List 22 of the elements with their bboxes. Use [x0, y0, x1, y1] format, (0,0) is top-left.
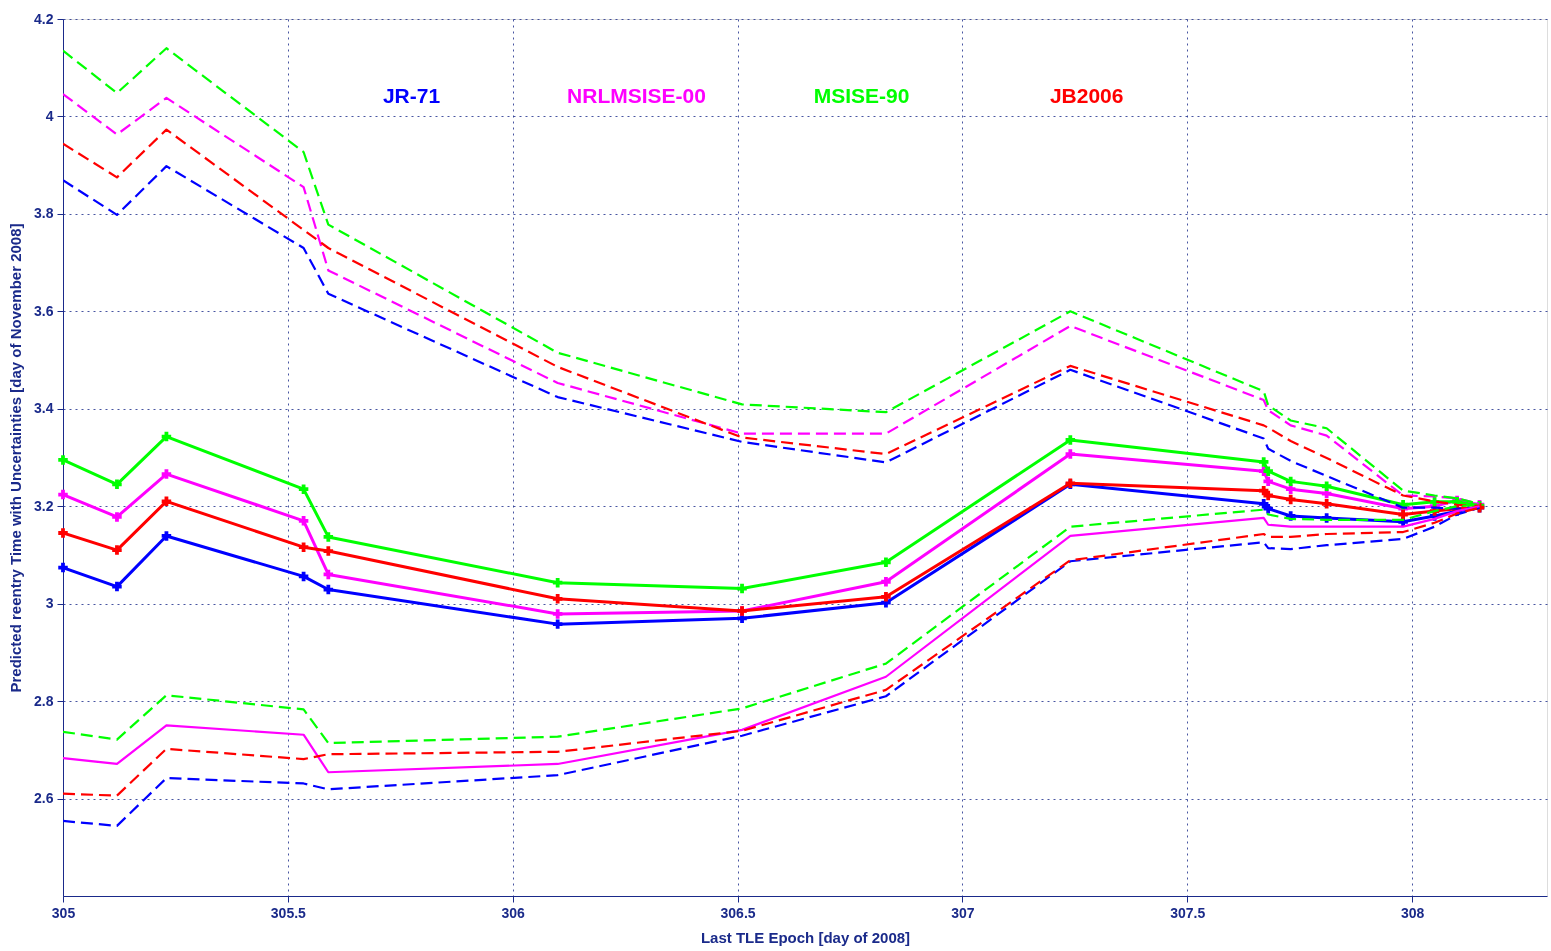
- y-tick-label: 2.8: [34, 692, 54, 709]
- x-tick-label: 305.5: [270, 904, 307, 921]
- y-tick-label: 3.8: [34, 205, 54, 222]
- y-tick-label: 3.2: [34, 497, 54, 514]
- y-tick-label: 2.6: [34, 790, 54, 807]
- x-tick-label: 305: [51, 904, 76, 921]
- y-tick-label: 3.6: [34, 302, 54, 319]
- text: JB2006: [1049, 84, 1124, 107]
- y-tick-label: 4.2: [34, 10, 54, 27]
- y-tick-label: 4: [45, 107, 54, 124]
- x-tick-label: 306: [501, 904, 526, 921]
- text: NRLMSISE-00: [567, 84, 706, 107]
- x-tick-label: 308: [1400, 904, 1425, 921]
- y-axis-title: Predicted reentry Time with Uncertainties [day of November 2008]: [7, 223, 25, 693]
- y-tick-label: 3: [45, 595, 54, 612]
- x-axis-title: Last TLE Epoch [day of 2008]: [700, 928, 911, 946]
- x-tick-label: 307.5: [1170, 904, 1206, 921]
- y-tick-label: 3.4: [34, 400, 54, 417]
- text: JR-71: [382, 84, 441, 107]
- x-tick-label: 307: [951, 904, 975, 921]
- text: MSISE-90: [813, 84, 910, 107]
- x-tick-label: 306.5: [720, 904, 756, 921]
